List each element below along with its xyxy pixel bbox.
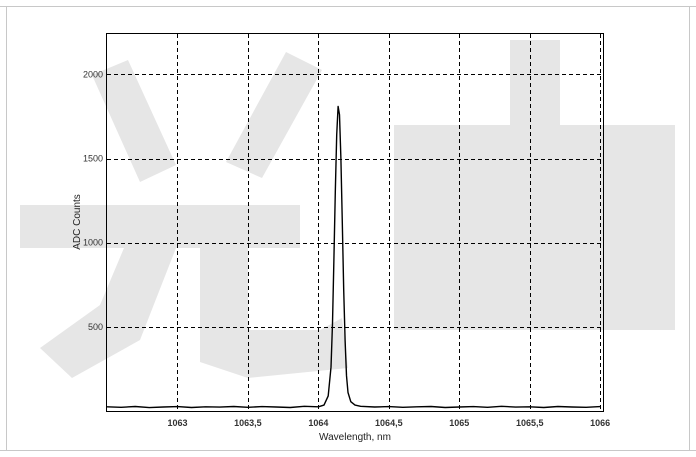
y-tick-label: 1000 [83, 238, 103, 248]
watermark-stroke [20, 205, 300, 248]
y-axis-title: ADC Counts [72, 194, 83, 250]
grid [107, 34, 603, 411]
watermark-stroke [40, 248, 176, 378]
spectrum-line [106, 105, 601, 409]
watermark-stroke [226, 52, 322, 178]
watermark-stroke [92, 60, 176, 182]
watermark-stroke [200, 248, 348, 378]
y-tick-label: 500 [88, 322, 103, 332]
x-tick-label: 1065 [449, 418, 469, 428]
x-axis-title: Wavelength, nm [319, 432, 391, 443]
watermark-stroke [510, 40, 560, 330]
tick-labels: 1063 1063,5 1064 1064,5 1065 1065,5 1066 500 100… [83, 69, 610, 428]
series-layer [106, 105, 601, 409]
x-tick-label: 1064,5 [375, 418, 403, 428]
y-tick-label: 1500 [83, 154, 103, 164]
x-tick-label: 1063,5 [234, 418, 262, 428]
y-tick-label: 2000 [83, 69, 103, 79]
plot-area [106, 33, 604, 412]
watermark-logo [20, 40, 675, 378]
x-tick-label: 1066 [590, 418, 610, 428]
x-tick-label: 1065,5 [516, 418, 544, 428]
x-tick-label: 1064 [308, 418, 328, 428]
x-tick-label: 1063 [167, 418, 187, 428]
